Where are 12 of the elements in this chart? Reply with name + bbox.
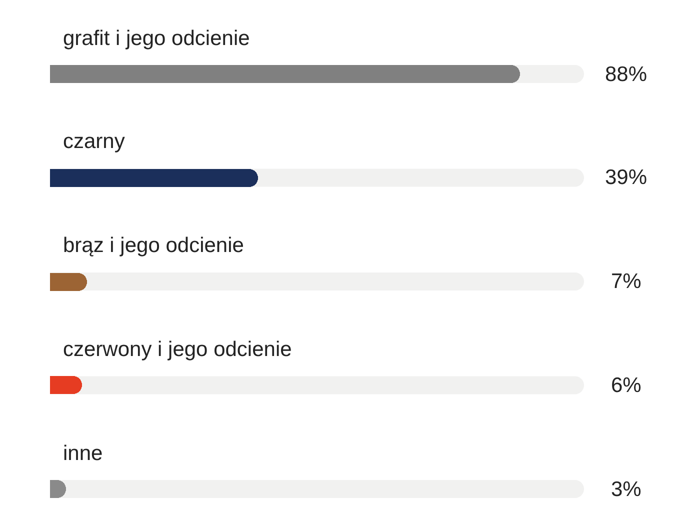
bar — [50, 376, 82, 394]
data-label: 88% — [605, 63, 648, 86]
y-tick-label: brąz i jego odcienie — [63, 234, 244, 257]
y-tick-label: czarny — [63, 130, 126, 153]
data-label: 39% — [605, 166, 648, 189]
data-label: 7% — [611, 270, 642, 293]
y-tick-label: czerwony i jego odcienie — [63, 338, 292, 361]
y-tick-label: grafit i jego odcienie — [63, 27, 250, 50]
bar — [50, 273, 87, 291]
y-tick-label: inne — [63, 442, 103, 465]
data-label: 3% — [611, 478, 642, 501]
data-label: 6% — [611, 374, 642, 397]
